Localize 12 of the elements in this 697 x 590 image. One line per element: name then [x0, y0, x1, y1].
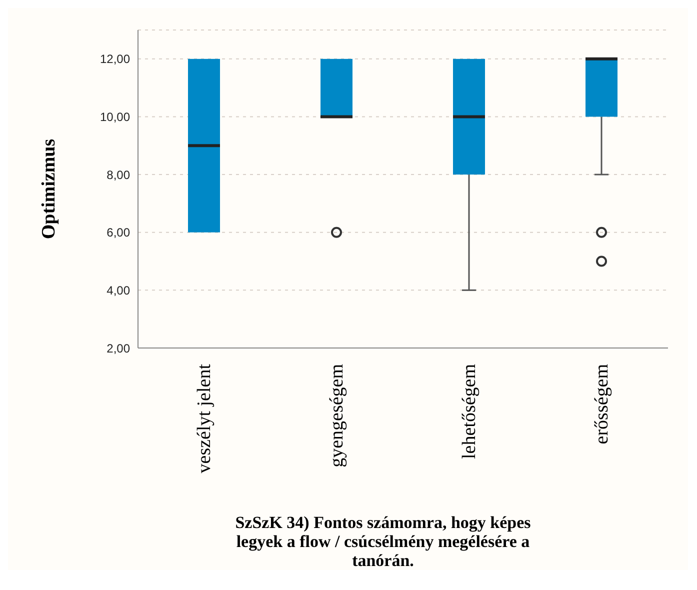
y-tick-label: 6,00 [106, 226, 130, 240]
y-tick-label: 4,00 [106, 283, 130, 298]
x-tick-label: erősségem [591, 364, 612, 444]
x-tick-label: gyengeségem [326, 364, 348, 468]
y-tick-label: 12,00 [100, 52, 130, 66]
y-axis-title: Optimizmus [38, 138, 60, 240]
x-tick-label: lehetőségem [458, 364, 480, 459]
y-tick-label: 10,00 [100, 110, 130, 124]
y-tick-label: 2,00 [106, 341, 130, 356]
x-tick-label: veszélyt jelent [194, 363, 215, 474]
y-tick-label: 8,00 [106, 168, 130, 182]
text: SzSzK 34) Fontos számomra, hogy képes legyek a flow / csúcsélmény megélésére a tanórán. [234, 513, 532, 570]
